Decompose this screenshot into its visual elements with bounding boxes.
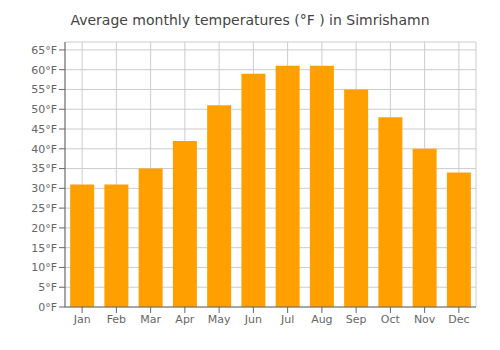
svg-text:25°F: 25°F: [31, 202, 57, 215]
svg-text:20°F: 20°F: [31, 222, 57, 235]
svg-text:Jun: Jun: [244, 313, 262, 326]
svg-text:Apr: Apr: [175, 313, 195, 326]
html-text:Average monthly temperatures (: Average monthly temperatures (°F ) in Si…: [70, 12, 430, 28]
svg-text:45°F: 45°F: [31, 123, 57, 136]
svg-text:Nov: Nov: [414, 313, 436, 326]
svg-text:10°F: 10°F: [31, 261, 57, 274]
svg-text:May: May: [208, 313, 231, 326]
svg-text:40°F: 40°F: [31, 143, 57, 156]
svg-text:Oct: Oct: [381, 313, 401, 326]
svg-text:60°F: 60°F: [31, 64, 57, 77]
svg-text:Aug: Aug: [311, 313, 332, 326]
svg-text:Sep: Sep: [346, 313, 367, 326]
svg-text:Dec: Dec: [448, 313, 469, 326]
svg-text:35°F: 35°F: [31, 162, 57, 175]
svg-text:30°F: 30°F: [31, 182, 57, 195]
svg-text:Jul: Jul: [280, 313, 294, 326]
svg-text:Mar: Mar: [140, 313, 161, 326]
svg-text:55°F: 55°F: [31, 83, 57, 96]
svg-text:65°F: 65°F: [31, 44, 57, 57]
svg-text:50°F: 50°F: [31, 103, 57, 116]
svg-text:Jan: Jan: [73, 313, 91, 326]
svg-text:5°F: 5°F: [38, 281, 57, 294]
svg-text:Feb: Feb: [107, 313, 126, 326]
svg-text:0°F: 0°F: [38, 301, 57, 314]
svg-text:15°F: 15°F: [31, 242, 57, 255]
